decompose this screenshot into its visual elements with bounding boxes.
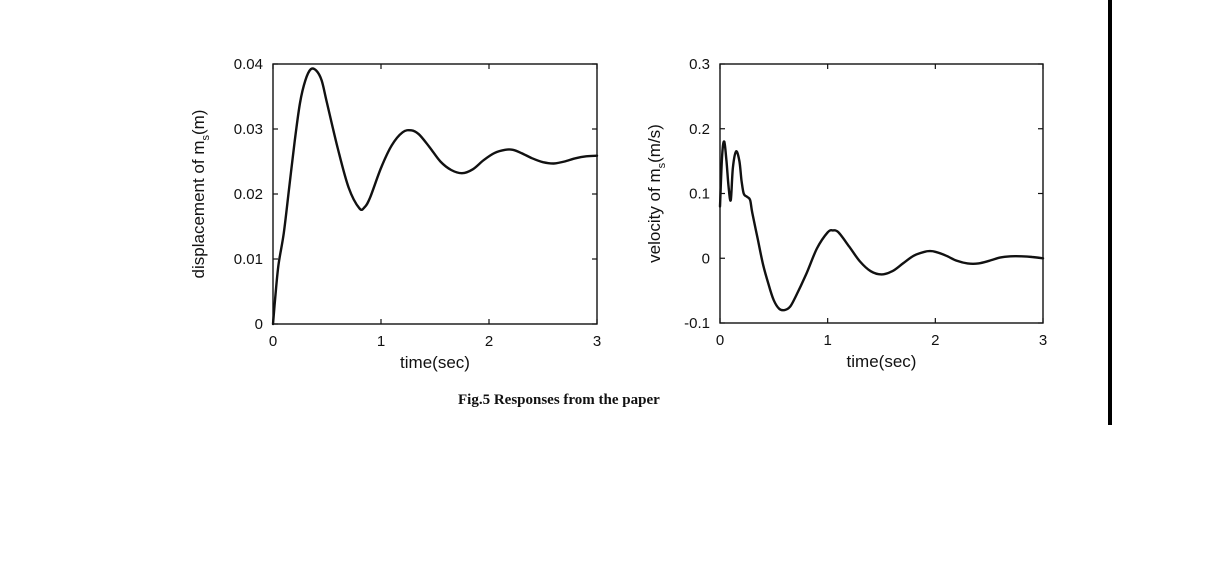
y-tick-label: 0.01 <box>234 251 263 268</box>
plot-frame <box>272 63 598 325</box>
x-tick-label: 2 <box>931 332 939 349</box>
x-axis-label: time(sec) <box>400 353 470 372</box>
y-tick-label: 0 <box>702 250 710 267</box>
x-axis-label: time(sec) <box>847 352 917 371</box>
x-tick-label: 0 <box>716 332 724 349</box>
y-tick-label: 0.3 <box>689 56 710 73</box>
y-tick-label: 0.2 <box>689 121 710 138</box>
x-tick-label: 1 <box>823 332 831 349</box>
velocity-plot: 0 1 2 3 -0.1 0 0.1 0.2 0.3 time(sec) velocity of m… <box>645 56 1047 371</box>
series-line <box>718 140 1045 312</box>
series-line <box>271 67 599 326</box>
y-tick-label: 0.02 <box>234 186 263 203</box>
y-tick-label: 0.03 <box>234 121 263 138</box>
y-tick-label: -0.1 <box>684 315 710 332</box>
y-axis-label: velocity of ms(m/s) <box>645 124 668 263</box>
y-tick-label: 0.04 <box>234 56 263 73</box>
x-tick-label: 3 <box>593 333 601 350</box>
displacement-plot: 0 1 2 3 0 0.01 0.02 0.03 0.04 time(sec) displaceme… <box>189 56 601 372</box>
x-tick-label: 2 <box>485 333 493 350</box>
y-tick-label: 0 <box>255 316 263 333</box>
page-border-line <box>1108 0 1112 425</box>
x-tick-label: 1 <box>377 333 385 350</box>
y-axis-label: displacement of ms(m) <box>189 110 212 279</box>
figure-caption: Fig.5 Responses from the paper <box>458 392 660 408</box>
y-tick-label: 0.1 <box>689 186 710 203</box>
x-tick-label: 0 <box>269 333 277 350</box>
x-tick-label: 3 <box>1039 332 1047 349</box>
